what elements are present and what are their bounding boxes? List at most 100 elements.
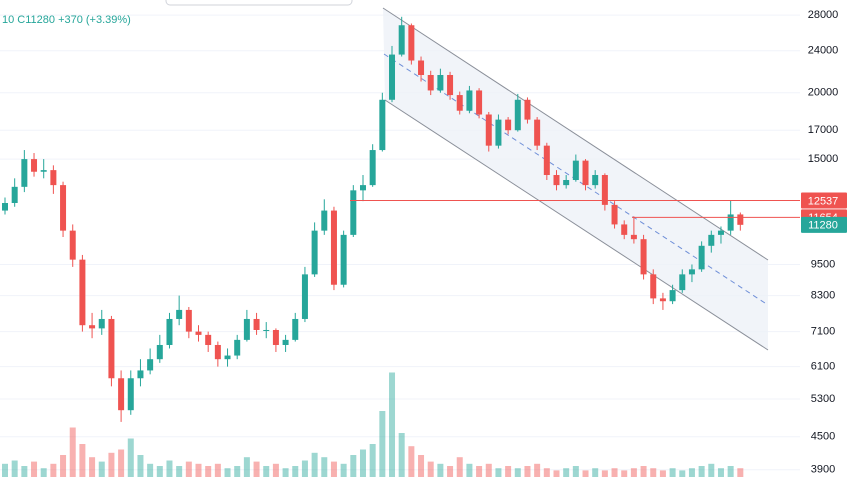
candle-body <box>108 318 115 379</box>
volume-bar <box>621 470 628 477</box>
volume-bar <box>476 466 483 477</box>
y-tick-label: 5300 <box>811 393 835 405</box>
volume-bar <box>359 449 366 477</box>
volume-bar <box>127 438 134 477</box>
y-tick-label: 7100 <box>811 326 835 338</box>
volume-bar <box>563 468 570 477</box>
volume-bar <box>582 470 589 477</box>
volume-bar <box>321 457 328 477</box>
volume-bar <box>456 457 463 477</box>
candle-body <box>2 203 8 211</box>
candle-body <box>408 25 415 61</box>
candle-body <box>437 74 444 91</box>
volume-bar <box>437 463 444 477</box>
volume-bar <box>466 463 473 477</box>
candle-body <box>572 160 579 181</box>
candle-body <box>79 259 86 326</box>
volume-bar <box>669 468 676 477</box>
candle-body <box>737 214 744 225</box>
candle-body <box>21 159 28 187</box>
volume-bar <box>60 455 67 477</box>
volume-bar <box>50 463 57 477</box>
volume-bar <box>601 470 608 477</box>
candle-body <box>688 269 695 275</box>
candle-body <box>31 159 38 172</box>
price-label: 12537 <box>808 195 839 207</box>
y-tick-label: 17000 <box>808 124 839 136</box>
ohlc-header: 10 C11280 +370 (+3.39%) <box>2 14 131 26</box>
candle-body <box>582 160 589 186</box>
candle-body <box>495 119 502 146</box>
candle-body <box>340 234 347 285</box>
volume-bar <box>543 468 550 477</box>
volume-bar <box>195 463 202 477</box>
levels <box>350 199 800 218</box>
candle-body <box>185 309 192 332</box>
volume-bar <box>21 466 28 477</box>
candle-body <box>640 239 647 275</box>
candle-body <box>205 334 212 345</box>
axis-labels: 28000 24000 20000 17000 15000 9500 8300 7100 610… <box>801 9 847 476</box>
volume-bar <box>630 468 637 477</box>
volume-bar <box>234 466 241 477</box>
volume-bar <box>253 461 260 477</box>
candle-body <box>98 318 105 329</box>
volume <box>2 372 744 477</box>
y-tick-label: 4500 <box>811 431 835 443</box>
candle-body <box>60 185 67 231</box>
candle-body <box>118 378 125 411</box>
volume-bar <box>214 463 221 477</box>
candle-body <box>563 180 570 186</box>
candle-body <box>727 214 734 231</box>
candle-body <box>321 210 328 231</box>
candle-body <box>466 90 473 111</box>
candles <box>2 16 744 422</box>
volume-bar <box>688 468 695 477</box>
volume-bar <box>534 463 541 477</box>
candle-body <box>292 318 299 340</box>
volume-bar <box>505 466 512 477</box>
candle-body <box>456 95 463 111</box>
y-tick-label: 3900 <box>811 464 835 476</box>
volume-bar <box>330 461 337 477</box>
candle-body <box>669 290 676 302</box>
candle-body <box>272 329 279 345</box>
price-label-box <box>801 192 847 209</box>
volume-bar <box>118 449 125 477</box>
candle-body <box>679 274 686 291</box>
candle-body <box>282 339 289 345</box>
volume-bar <box>176 466 183 477</box>
volume-bar <box>69 427 76 477</box>
volume-bar <box>224 468 231 477</box>
candle-body <box>40 170 47 172</box>
candle-body <box>524 99 531 120</box>
candle-body <box>534 119 541 146</box>
volume-bar <box>263 466 270 477</box>
candle-body <box>195 331 202 335</box>
candle-body <box>389 54 396 100</box>
volume-bar <box>2 463 8 477</box>
candle-body <box>543 145 550 176</box>
candle-body <box>708 234 715 246</box>
candle-body <box>553 175 560 186</box>
volume-bar <box>369 444 376 477</box>
channel-lower <box>384 99 769 351</box>
candle-body <box>369 150 376 186</box>
candle-body <box>514 99 521 131</box>
y-tick-label: 24000 <box>808 45 839 57</box>
y-tick-label: 6100 <box>811 361 835 373</box>
volume-bar <box>427 461 434 477</box>
volume-bar <box>418 455 425 477</box>
candle-body <box>650 274 657 299</box>
candle-body <box>505 119 512 131</box>
candle-body <box>717 230 724 235</box>
candle-body <box>301 274 308 319</box>
candle-body <box>485 114 492 146</box>
volume-bar <box>592 468 599 477</box>
volume-bar <box>282 468 289 477</box>
volume-bar <box>98 461 105 477</box>
candle-body <box>630 234 637 240</box>
volume-bar <box>447 466 454 477</box>
candle-body <box>379 99 386 151</box>
candle-body <box>224 355 231 360</box>
